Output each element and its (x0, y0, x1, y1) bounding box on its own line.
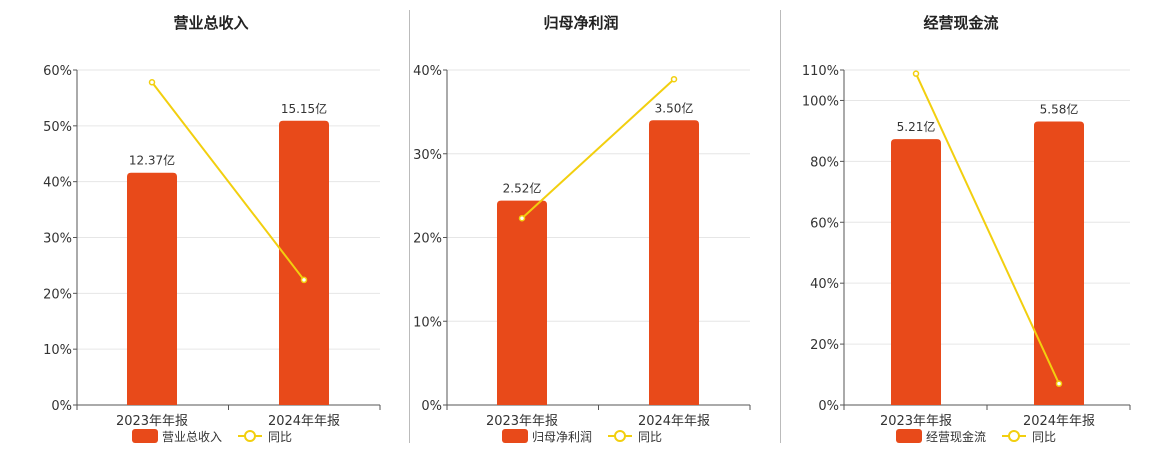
y-tick-label: 10% (413, 315, 442, 330)
panel-divider (780, 10, 781, 443)
chart-svg-net-profit: 归母净利润 0% 10% 20% 30% 40% 2.52亿 2023年年报 3.50亿 2024… (413, 14, 751, 444)
bar (1034, 121, 1084, 405)
y-tick-label: 40% (43, 176, 72, 191)
y-tick-label: 20% (810, 338, 839, 353)
y-tick-label: 0% (818, 399, 839, 414)
panel-divider (409, 10, 410, 443)
legend-bar-swatch (132, 429, 158, 443)
y-tick-label: 60% (810, 216, 839, 231)
bar (497, 200, 547, 405)
bar (279, 120, 329, 405)
chart-panel-revenue: 营业总收入 0% 10% 20% 30% 40% 50% 60% 12.37亿 2023年年报 15… (0, 0, 410, 450)
yoy-point (1055, 380, 1063, 387)
y-tick-label: 20% (413, 232, 442, 247)
legend-bar-swatch (896, 429, 922, 443)
legend-line-label: 同比 (638, 430, 662, 444)
bar-value-label: 12.37亿 (129, 153, 175, 168)
yoy-line (151, 81, 305, 281)
chart-svg-cashflow: 经营现金流 0% 20% 40% 60% 80% 100% 110% 5.21亿 2023年年报 5… (802, 14, 1131, 444)
yoy-point (670, 75, 678, 83)
y-tick-label: 0% (51, 399, 72, 414)
bar-value-label: 3.50亿 (655, 100, 694, 115)
legend-line-marker (244, 430, 256, 442)
yoy-line (521, 78, 675, 219)
x-category-label: 2024年年报 (1023, 414, 1095, 429)
yoy-line (915, 73, 1060, 385)
x-category-label: 2023年年报 (880, 414, 952, 429)
y-tick-label: 20% (43, 287, 72, 302)
y-tick-label: 110% (802, 64, 839, 79)
y-tick-label: 0% (421, 399, 442, 414)
bar (127, 172, 177, 405)
y-tick-label: 30% (413, 148, 442, 163)
y-tick-label: 10% (43, 343, 72, 358)
x-category-label: 2023年年报 (116, 414, 188, 429)
bar-value-label: 15.15亿 (281, 101, 327, 116)
yoy-point (518, 214, 526, 222)
legend-bar-swatch (502, 429, 528, 443)
y-tick-label: 40% (413, 64, 442, 79)
bar (649, 120, 699, 405)
bar (891, 139, 941, 405)
y-tick-label: 30% (43, 232, 72, 247)
y-tick-label: 60% (43, 64, 72, 79)
x-category-label: 2024年年报 (638, 414, 710, 429)
yoy-point (912, 70, 920, 77)
y-tick-label: 80% (810, 155, 839, 170)
legend-bar-label: 经营现金流 (926, 429, 986, 444)
chart-title: 归母净利润 (543, 14, 618, 32)
chart-panel-net-profit: 归母净利润 0% 10% 20% 30% 40% 2.52亿 2023年年报 3.50亿 2024… (410, 0, 780, 450)
yoy-point (300, 276, 308, 284)
bar-value-label: 2.52亿 (503, 181, 542, 196)
legend-bar-label: 营业总收入 (162, 430, 222, 444)
chart-svg-revenue: 营业总收入 0% 10% 20% 30% 40% 50% 60% 12.37亿 2023年年报 15… (43, 14, 381, 444)
chart-panel-cashflow: 经营现金流 0% 20% 40% 60% 80% 100% 110% 5.21亿 2023年年报 5… (780, 0, 1160, 450)
yoy-point (148, 79, 156, 86)
bar-value-label: 5.21亿 (897, 119, 936, 134)
legend-line-marker (1008, 430, 1020, 442)
legend-bar-label: 归母净利润 (532, 430, 592, 444)
chart-title: 经营现金流 (923, 14, 998, 32)
y-tick-label: 100% (802, 94, 839, 109)
bar-value-label: 5.58亿 (1040, 101, 1079, 116)
x-category-label: 2024年年报 (268, 414, 340, 429)
x-category-label: 2023年年报 (486, 414, 558, 429)
legend-line-label: 同比 (1032, 430, 1056, 444)
chart-title: 营业总收入 (173, 14, 248, 32)
y-tick-label: 50% (43, 120, 72, 135)
legend-line-label: 同比 (268, 430, 292, 444)
legend-line-marker (614, 430, 626, 442)
y-tick-label: 40% (810, 277, 839, 292)
